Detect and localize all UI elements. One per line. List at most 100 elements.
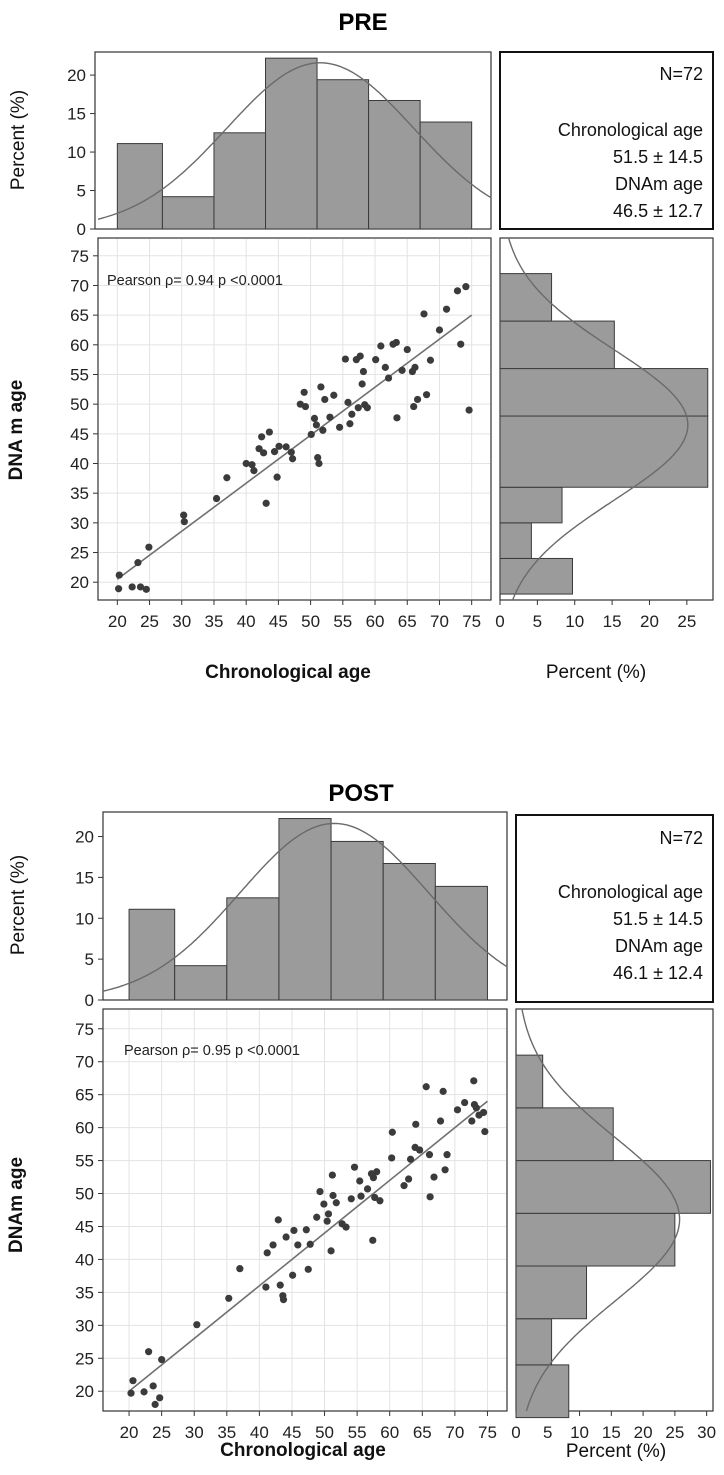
stats-value-dnam: 46.1 ± 12.4 — [613, 963, 703, 983]
x-tick-label: 30 — [697, 1423, 716, 1442]
scatter-point — [388, 1128, 396, 1136]
x-tick-label: 5 — [533, 612, 542, 631]
y-tick-label: 0 — [85, 991, 94, 1010]
scatter-point — [439, 1087, 447, 1095]
scatter-point — [468, 1117, 476, 1125]
scatter-point — [180, 511, 188, 519]
scatter-point — [145, 1348, 153, 1356]
histogram-bar — [174, 965, 228, 1001]
scatter-point — [392, 338, 400, 347]
x-tick-label: 20 — [640, 612, 659, 631]
histogram-bar — [128, 908, 176, 1001]
histogram-bar — [382, 862, 436, 1001]
x-tick-label: 0 — [511, 1423, 520, 1442]
scatter-point — [127, 1389, 135, 1397]
scatter-point — [453, 1106, 462, 1114]
y-tick-label: 65 — [75, 1086, 94, 1105]
scatter-point — [115, 585, 123, 593]
y-tick-label: 20 — [67, 66, 86, 85]
scatter-point — [465, 406, 473, 414]
y-tick-label: 55 — [70, 365, 89, 384]
x-tick-label: 20 — [634, 1423, 653, 1442]
stats-label-dnam: DNAm age — [615, 174, 703, 194]
histogram-bar — [515, 1160, 711, 1214]
scatter-point — [356, 352, 364, 360]
scatter-point — [258, 433, 266, 441]
side-histogram: 0 5 10 15 20 25 — [495, 237, 709, 631]
histogram-bar — [515, 1318, 553, 1366]
histogram-bar — [515, 1054, 544, 1109]
x-tick-label: 50 — [315, 1423, 334, 1442]
scatter-point — [422, 391, 431, 399]
scatter-xlabel: Chronological age — [205, 662, 371, 683]
y-tick-label: 20 — [75, 1382, 94, 1401]
scatter-point — [304, 1265, 312, 1273]
scatter-point — [328, 1171, 336, 1179]
scatter-point — [481, 1127, 489, 1136]
scatter-point — [288, 455, 297, 463]
scatter-point — [158, 1355, 166, 1364]
x-tick-label: 10 — [570, 1423, 589, 1442]
scatter-point — [332, 1199, 340, 1207]
y-tick-label: 30 — [75, 1316, 94, 1335]
scatter-point — [422, 1083, 430, 1091]
scatter-point — [193, 1321, 201, 1329]
scatter-point — [406, 1155, 415, 1163]
x-tick-label: 40 — [237, 612, 256, 631]
scatter-point — [462, 283, 470, 291]
scatter-point — [413, 395, 422, 404]
stats-box — [499, 51, 714, 230]
scatter-point — [354, 404, 362, 412]
chart-title: POST — [328, 780, 394, 807]
x-tick-label: 30 — [172, 612, 191, 631]
scatter-point — [242, 459, 250, 468]
scatter-point — [330, 391, 338, 399]
y-tick-label: 10 — [75, 909, 94, 928]
histogram-bar — [499, 522, 532, 559]
histogram-bar — [161, 196, 215, 230]
histogram-bar — [499, 557, 573, 595]
scatter-point — [289, 1271, 297, 1279]
top-histogram-ylabel: Percent (%) — [8, 90, 29, 190]
scatter-point — [287, 448, 295, 456]
scatter-point — [212, 494, 221, 503]
histogram-bar — [515, 1265, 588, 1320]
x-tick-label: 75 — [462, 612, 481, 631]
scatter-point — [412, 1120, 420, 1128]
scatter-point — [129, 1377, 137, 1385]
stats-n: N=72 — [659, 828, 703, 848]
scatter-frame — [97, 237, 492, 601]
scatter-point — [262, 1283, 270, 1291]
y-tick-label: 65 — [70, 306, 89, 325]
scatter-point — [142, 585, 150, 593]
scatter-point — [300, 388, 308, 396]
scatter-frame — [102, 1008, 508, 1412]
scatter-point — [347, 1195, 355, 1203]
scatter-point — [128, 583, 136, 591]
normal-curve — [97, 62, 492, 220]
scatter-point — [323, 1217, 331, 1225]
scatter-point — [479, 1108, 488, 1117]
scatter-point — [319, 426, 327, 434]
x-tick-label: 30 — [185, 1423, 204, 1442]
stats-label-chronological: Chronological age — [558, 120, 703, 140]
x-tick-label: 20 — [120, 1423, 139, 1442]
x-tick-label: 65 — [398, 612, 417, 631]
histogram-bar — [434, 885, 488, 1001]
scatter-point — [410, 402, 418, 411]
scatter-point — [180, 518, 188, 526]
scatter-point — [145, 543, 153, 551]
scatter-point — [400, 1182, 408, 1190]
x-tick-label: 45 — [269, 612, 288, 631]
scatter-point — [151, 1400, 159, 1409]
y-tick-label: 30 — [70, 514, 89, 533]
scatter-point — [436, 1117, 445, 1125]
regression-line — [116, 314, 473, 580]
y-tick-label: 50 — [75, 1185, 94, 1204]
scatter-point — [430, 1173, 438, 1181]
side-histogram: 0 5 10 15 20 25 30 — [511, 1008, 716, 1442]
scatter-point — [263, 1249, 271, 1257]
y-tick-label: 40 — [75, 1250, 94, 1269]
scatter-point — [265, 428, 273, 436]
y-tick-label: 75 — [75, 1020, 94, 1039]
